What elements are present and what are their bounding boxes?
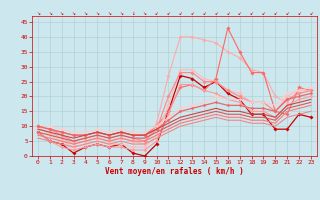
X-axis label: Vent moyen/en rafales ( km/h ): Vent moyen/en rafales ( km/h ) <box>105 167 244 176</box>
